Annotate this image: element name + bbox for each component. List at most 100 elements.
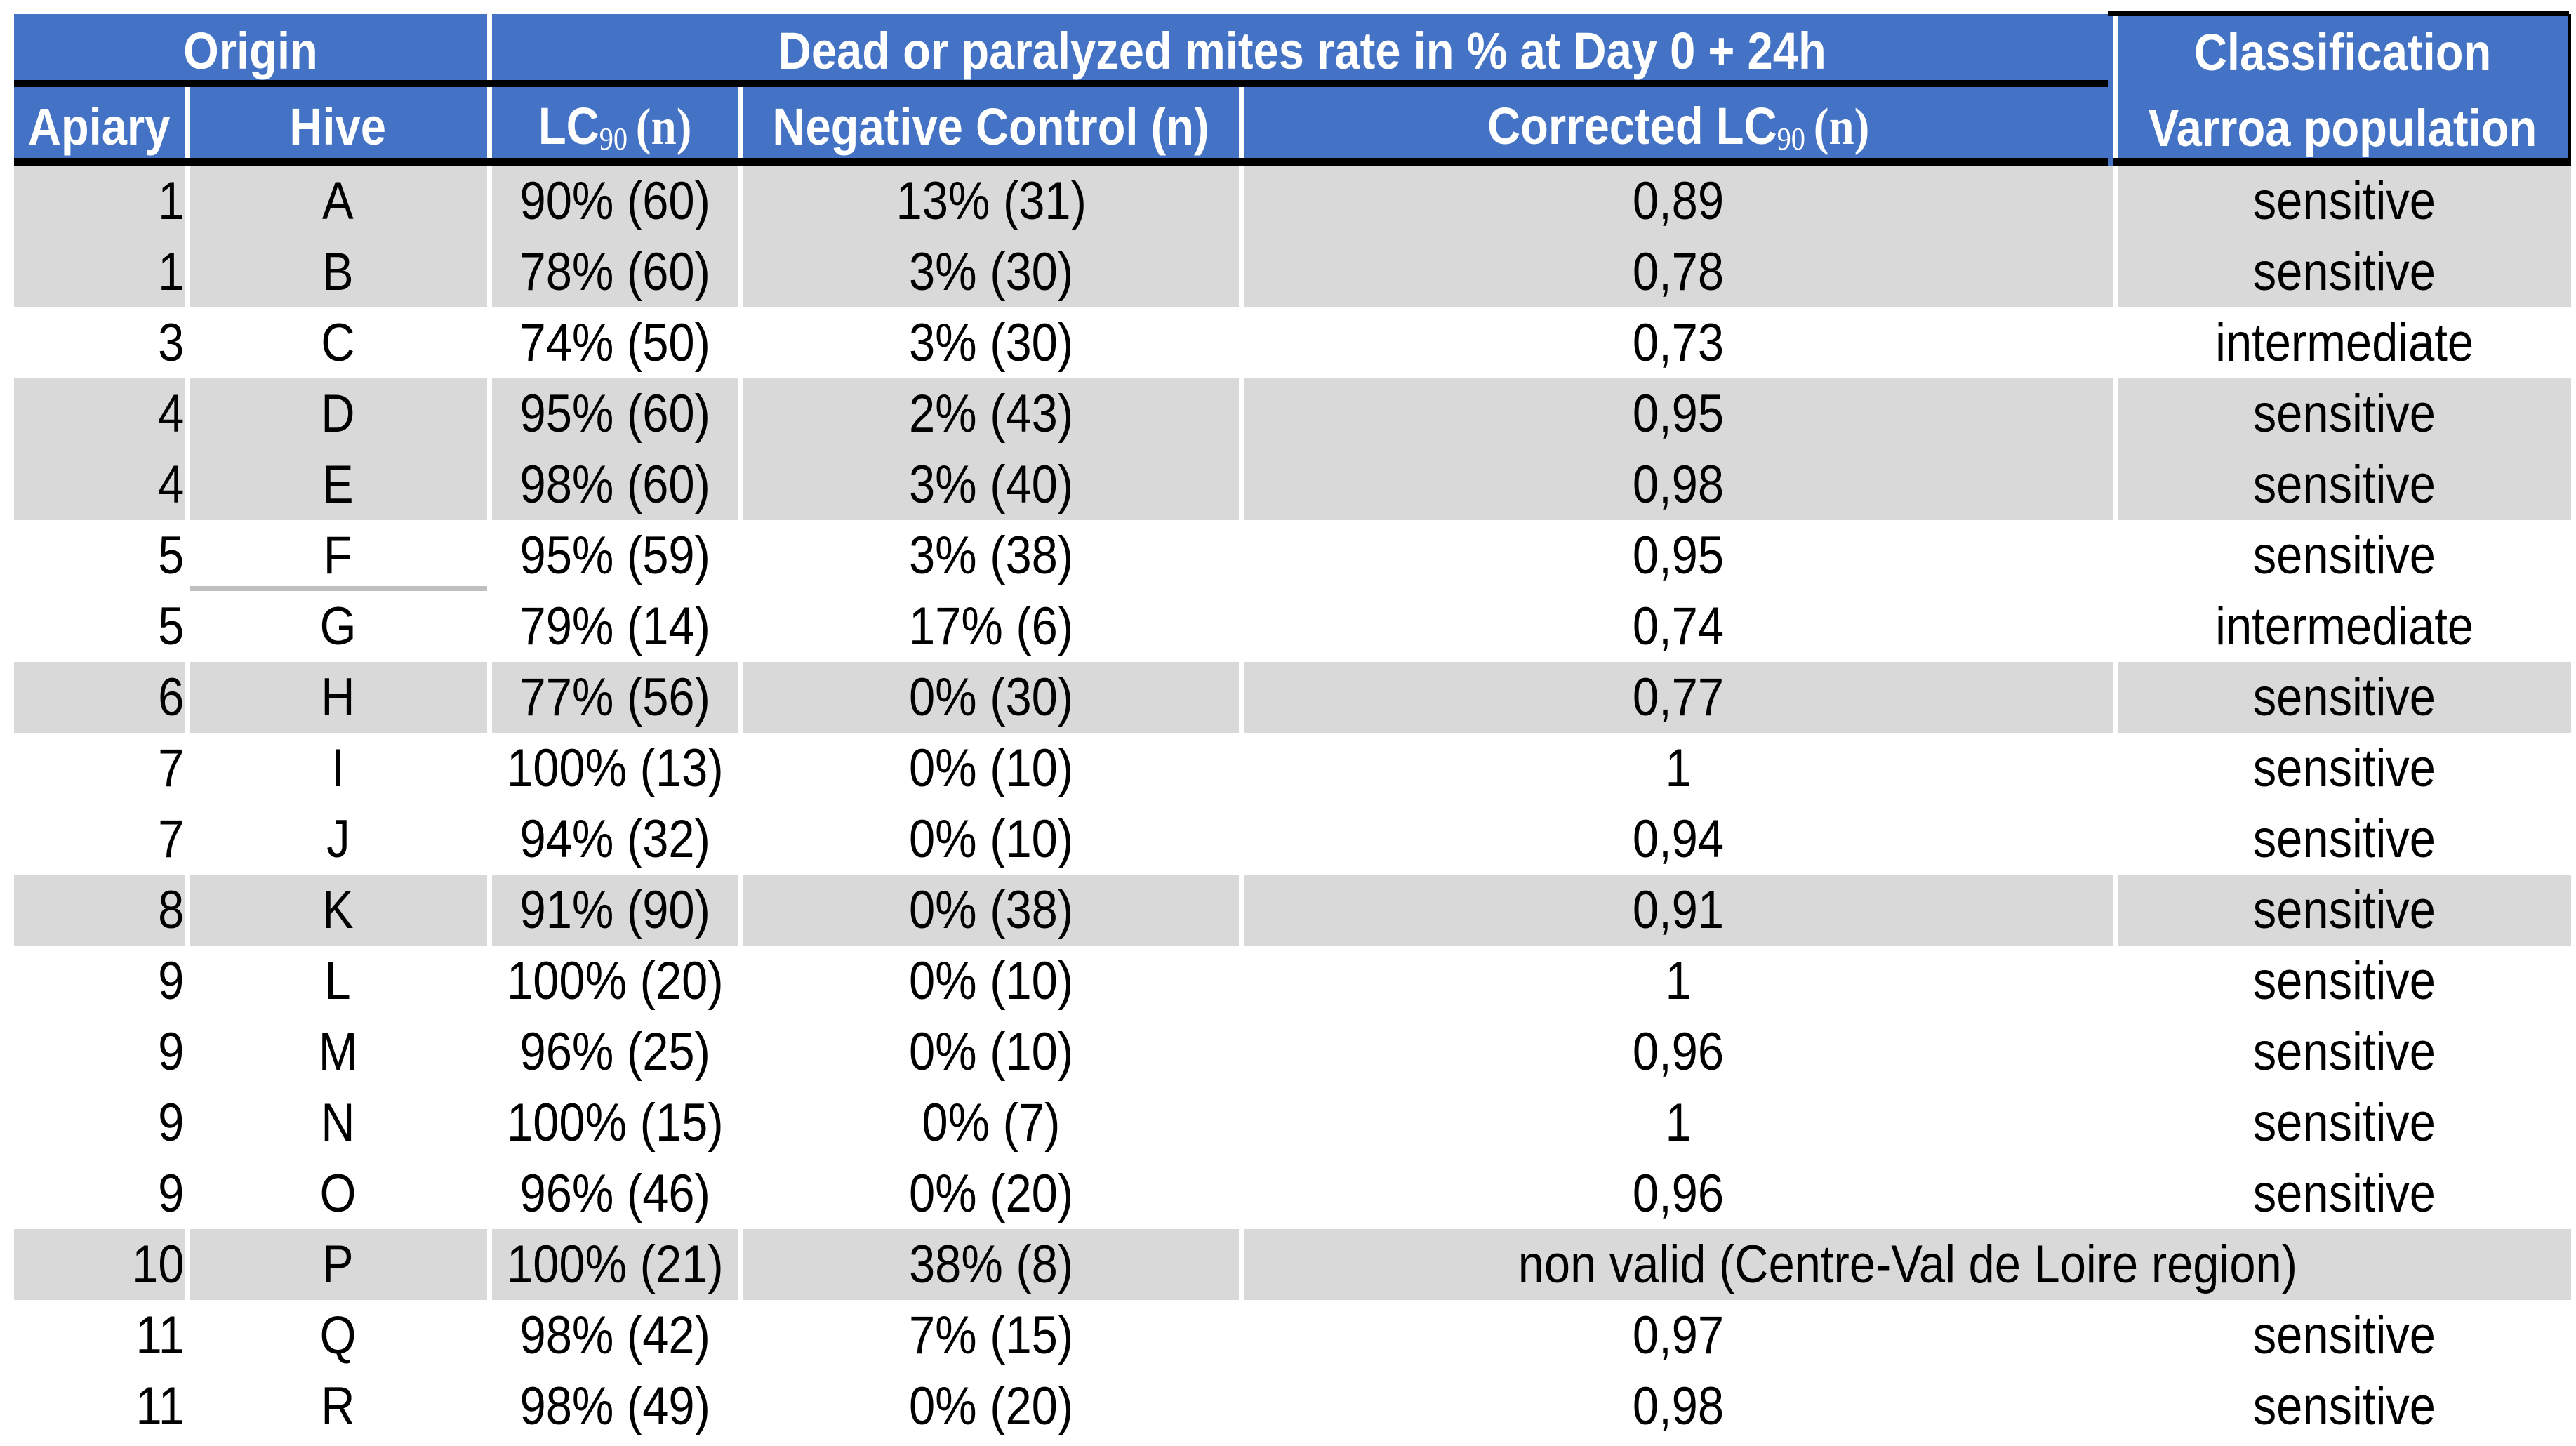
cell-lc90: 90% (60) — [491, 166, 738, 237]
table-row: 8 K 91% (90) 0% (38) 0,91 sensitive — [14, 875, 2571, 946]
cell-hive: P — [189, 1229, 487, 1300]
cell-lc90: 78% (60) — [491, 237, 738, 307]
table-row: 3 C 74% (50) 3% (30) 0,73 intermediate — [14, 307, 2571, 378]
divider-under-column-header — [14, 158, 2108, 166]
cell-classification: sensitive — [2118, 946, 2571, 1016]
table-row: 7 I 100% (13) 0% (10) 1 sensitive — [14, 733, 2571, 804]
cell-corrected-lc90: 0,96 — [1244, 1016, 2113, 1087]
table-row: 4 D 95% (60) 2% (43) 0,95 sensitive — [14, 378, 2571, 449]
table-row: 6 H 77% (56) 0% (30) 0,77 sensitive — [14, 662, 2571, 733]
cell-lc90: 100% (13) — [491, 733, 738, 804]
cell-lc90: 100% (21) — [491, 1229, 738, 1300]
cell-corrected-lc90: 0,78 — [1244, 237, 2113, 307]
cell-negative-control: 0% (20) — [743, 1371, 1240, 1442]
cell-negative-control: 3% (40) — [743, 449, 1240, 520]
cell-classification: sensitive — [2118, 804, 2571, 875]
cell-corrected-lc90: 0,98 — [1244, 449, 2113, 520]
table-row: 7 J 94% (32) 0% (10) 0,94 sensitive — [14, 804, 2571, 875]
table-row: 9 M 96% (25) 0% (10) 0,96 sensitive — [14, 1016, 2571, 1087]
cell-apiary: 9 — [14, 1158, 185, 1229]
header-corrected-lc90: Corrected LC90 (n) — [1244, 87, 2113, 166]
cell-classification: intermediate — [2118, 591, 2571, 662]
cell-hive: C — [189, 307, 487, 378]
table-row: 1 B 78% (60) 3% (30) 0,78 sensitive — [14, 237, 2571, 307]
cell-negative-control: 0% (10) — [743, 804, 1240, 875]
cell-corrected-lc90: 1 — [1244, 733, 2113, 804]
table-row: 5 G 79% (14) 17% (6) 0,74 intermediate — [14, 591, 2571, 662]
cell-corrected-lc90: 0,96 — [1244, 1158, 2113, 1229]
cell-negative-control: 0% (38) — [743, 875, 1240, 946]
cell-hive: I — [189, 733, 487, 804]
cell-classification: sensitive — [2118, 1371, 2571, 1442]
cell-corrected-lc90: 0,77 — [1244, 662, 2113, 733]
cell-hive: R — [189, 1371, 487, 1442]
cell-hive: A — [189, 166, 487, 237]
cell-corrected-lc90: 1 — [1244, 1087, 2113, 1158]
header-negative-control: Negative Control (n) — [743, 87, 1240, 166]
cell-negative-control: 0% (7) — [743, 1087, 1240, 1158]
header-group-row: Origin Dead or paralyzed mites rate in %… — [14, 14, 2571, 166]
cell-hive: F — [189, 520, 487, 591]
header-hive: Hive — [189, 87, 487, 166]
table-row: 5 F 95% (59) 3% (38) 0,95 sensitive — [14, 520, 2571, 591]
cell-lc90: 100% (20) — [491, 946, 738, 1016]
cell-negative-control: 7% (15) — [743, 1300, 1240, 1371]
cell-apiary: 6 — [14, 662, 185, 733]
classification-top-border — [2108, 11, 2569, 16]
cell-apiary: 4 — [14, 378, 185, 449]
cell-lc90: 96% (25) — [491, 1016, 738, 1087]
cell-classification: sensitive — [2118, 449, 2571, 520]
cell-hive: E — [189, 449, 487, 520]
cell-apiary: 9 — [14, 1016, 185, 1087]
cell-hive: N — [189, 1087, 487, 1158]
table-row: 4 E 98% (60) 3% (40) 0,98 sensitive — [14, 449, 2571, 520]
cell-lc90: 77% (56) — [491, 662, 738, 733]
cell-classification: sensitive — [2118, 875, 2571, 946]
cell-classification: sensitive — [2118, 1087, 2571, 1158]
cell-lc90: 98% (42) — [491, 1300, 738, 1371]
cell-corrected-lc90-merged: non valid (Centre-Val de Loire region) — [1244, 1229, 2571, 1300]
cell-hive: L — [189, 946, 487, 1016]
cell-negative-control: 0% (20) — [743, 1158, 1240, 1229]
cell-corrected-lc90: 0,95 — [1244, 520, 2113, 591]
cell-hive: B — [189, 237, 487, 307]
table-row: 1 A 90% (60) 13% (31) 0,89 sensitive — [14, 166, 2571, 237]
cell-lc90: 96% (46) — [491, 1158, 738, 1229]
table-row: 9 O 96% (46) 0% (20) 0,96 sensitive — [14, 1158, 2571, 1229]
cell-lc90: 79% (14) — [491, 591, 738, 662]
cell-apiary: 1 — [14, 237, 185, 307]
cell-apiary: 1 — [14, 166, 185, 237]
cell-lc90: 98% (49) — [491, 1371, 738, 1442]
cell-apiary: 3 — [14, 307, 185, 378]
cell-lc90: 95% (60) — [491, 378, 738, 449]
cell-classification: sensitive — [2118, 662, 2571, 733]
cell-corrected-lc90: 0,73 — [1244, 307, 2113, 378]
cell-lc90: 98% (60) — [491, 449, 738, 520]
divider-under-group-header — [14, 80, 2108, 87]
header-varroa-population: Varroa population — [2148, 98, 2537, 157]
cell-classification: intermediate — [2118, 307, 2571, 378]
cell-apiary: 7 — [14, 804, 185, 875]
cell-apiary: 11 — [14, 1300, 185, 1371]
cell-negative-control: 17% (6) — [743, 591, 1240, 662]
cell-negative-control: 0% (10) — [743, 733, 1240, 804]
cell-negative-control: 3% (30) — [743, 307, 1240, 378]
cell-hive: M — [189, 1016, 487, 1087]
cell-corrected-lc90: 0,95 — [1244, 378, 2113, 449]
table-row: 10 P 100% (21) 38% (8) non valid (Centre… — [14, 1229, 2571, 1300]
header-lc90: LC90 (n) — [491, 87, 738, 166]
cell-apiary: 5 — [14, 520, 185, 591]
table-row: 11 R 98% (49) 0% (20) 0,98 sensitive — [14, 1371, 2571, 1442]
cell-classification: sensitive — [2118, 237, 2571, 307]
cell-classification: sensitive — [2118, 166, 2571, 237]
header-origin-group: Origin — [14, 14, 487, 87]
table-row: 9 L 100% (20) 0% (10) 1 sensitive — [14, 946, 2571, 1016]
header-column-row: Apiary Hive LC90 (n) Negative Control (n)… — [14, 87, 2571, 166]
cell-corrected-lc90: 0,89 — [1244, 166, 2113, 237]
cell-classification: sensitive — [2118, 520, 2571, 591]
cell-classification: sensitive — [2118, 378, 2571, 449]
cell-apiary: 11 — [14, 1371, 185, 1442]
header-dead-group: Dead or paralyzed mites rate in % at Day… — [491, 14, 2113, 87]
cell-negative-control: 3% (38) — [743, 520, 1240, 591]
cell-corrected-lc90: 0,98 — [1244, 1371, 2113, 1442]
